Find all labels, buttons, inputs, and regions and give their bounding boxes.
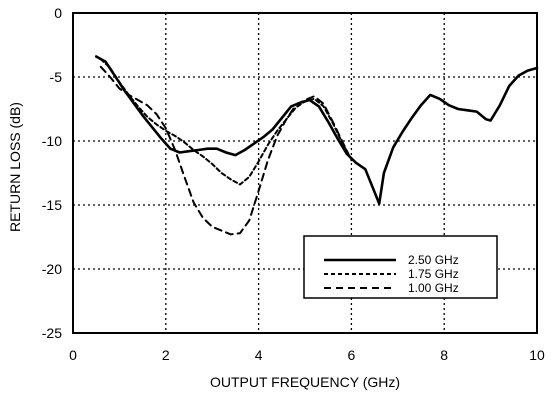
x-tick-label: 8 xyxy=(440,347,448,363)
series-layer xyxy=(94,55,539,236)
x-tick-label: 2 xyxy=(162,347,170,363)
x-tick-label: 6 xyxy=(348,347,356,363)
x-tick-label: 10 xyxy=(529,347,545,363)
legend-label-0: 2.50 GHz xyxy=(408,253,459,267)
x-axis-title: OUTPUT FREQUENCY (GHz) xyxy=(210,374,400,390)
legend-box xyxy=(303,235,498,299)
series-line-2 xyxy=(99,65,353,236)
y-tick-label: 0 xyxy=(54,5,62,21)
y-axis-title: RETURN LOSS (dB) xyxy=(7,102,23,232)
series-line-0 xyxy=(94,55,539,205)
y-tick-label: -15 xyxy=(42,197,62,213)
x-tick-label: 0 xyxy=(69,347,77,363)
series-line-1 xyxy=(99,58,353,186)
y-tick-label: -5 xyxy=(50,69,63,85)
y-tick-label: -10 xyxy=(42,133,62,149)
x-tick-label: 4 xyxy=(255,347,263,363)
x-tick-labels: 0 2 4 6 8 10 xyxy=(69,347,545,363)
plot-frame xyxy=(72,12,538,334)
y-tick-label: -20 xyxy=(42,261,62,277)
y-tick-labels: 0 -5 -10 -15 -20 -25 xyxy=(42,5,62,341)
y-tick-label: -25 xyxy=(42,325,62,341)
legend-label-2: 1.00 GHz xyxy=(408,281,459,295)
legend-label-1: 1.75 GHz xyxy=(408,267,459,281)
